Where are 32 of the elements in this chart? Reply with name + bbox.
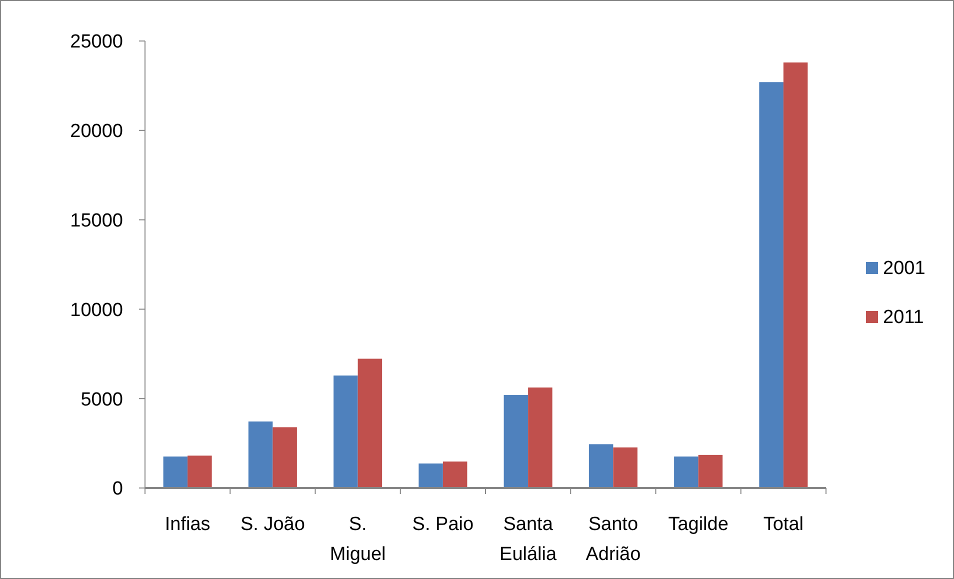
bar (272, 427, 297, 488)
x-tick-label: Santo Adrião (586, 514, 641, 565)
y-tick-label: 0 (112, 478, 123, 500)
legend-label: 2001 (883, 258, 926, 280)
bar (163, 456, 188, 488)
x-tick-label: Santa Eulália (500, 514, 558, 565)
x-tick-label: S. João (240, 514, 305, 535)
bar (674, 456, 698, 488)
bar (783, 62, 808, 488)
bar (759, 82, 784, 488)
y-tick-label: 5000 (80, 389, 123, 410)
bar (528, 388, 552, 488)
bar (334, 376, 358, 488)
bar (188, 456, 212, 488)
x-tick-label: Total (763, 514, 804, 535)
bar (504, 395, 528, 488)
bar (248, 421, 273, 488)
x-tick-label: Infias (164, 514, 210, 535)
bar (698, 454, 723, 488)
bar (442, 462, 468, 488)
y-tick-label: 25000 (70, 32, 123, 53)
bar (358, 358, 382, 488)
x-tick-label: S. Paio (412, 514, 474, 535)
bar (613, 447, 638, 488)
y-tick-label: 20000 (70, 121, 123, 142)
legend-label: 2011 (883, 307, 924, 328)
y-tick-label: 15000 (70, 210, 123, 232)
x-tick-label: Tagilde (668, 514, 728, 535)
x-tick-label: S. Miguel (330, 514, 386, 565)
bar (418, 464, 443, 488)
y-tick-label: 10000 (70, 300, 123, 321)
bar (588, 444, 614, 488)
